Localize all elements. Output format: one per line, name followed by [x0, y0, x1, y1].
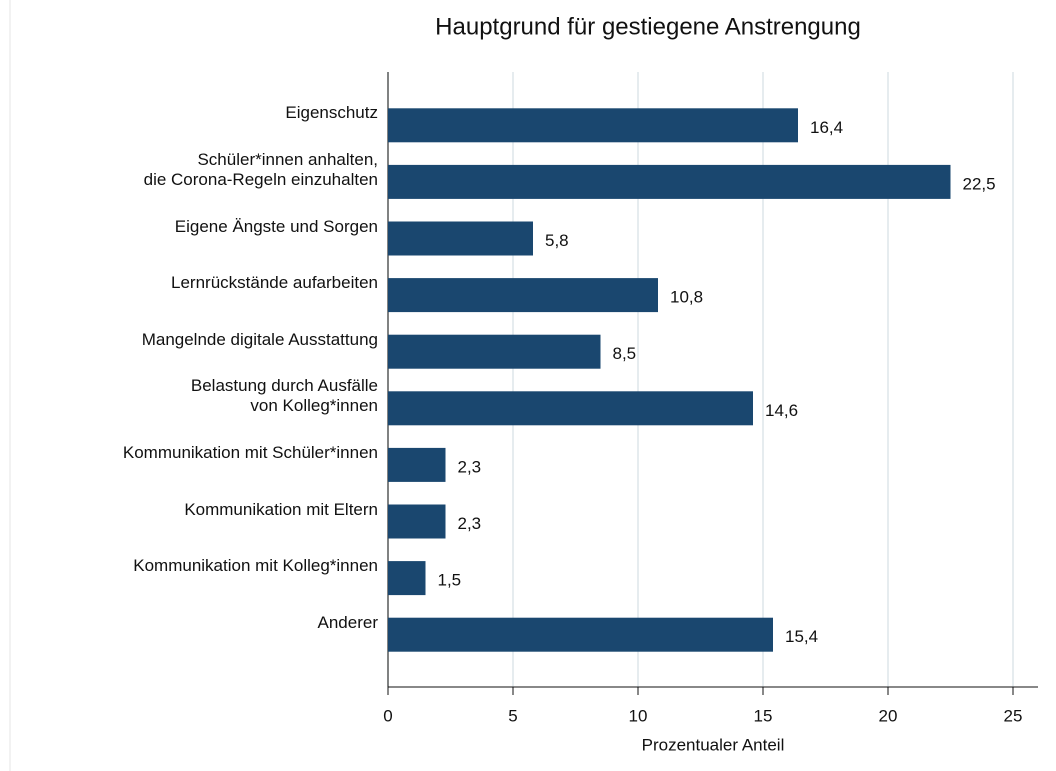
value-label: 15,4 [785, 627, 818, 646]
y-tick-label: Eigene Ängste und Sorgen [174, 216, 378, 236]
x-tick-label: 20 [879, 706, 898, 725]
x-axis-label: Prozentualer Anteil [642, 735, 785, 754]
bar [388, 504, 446, 539]
bar [388, 334, 601, 369]
y-tick-label: Kommunikation mit Eltern [184, 499, 378, 519]
value-label: 1,5 [438, 571, 462, 590]
bar [388, 617, 773, 652]
value-label: 5,8 [545, 231, 569, 250]
y-tick-label: Anderer [317, 612, 378, 632]
bar [388, 391, 753, 426]
bar [388, 561, 426, 596]
value-label: 2,3 [458, 457, 482, 476]
y-tick-label: Eigenschutz [285, 103, 378, 123]
y-tick-label: Kommunikation mit Schüler*innen [122, 442, 378, 462]
y-tick-label: Schüler*innen anhalten, die Corona-Regel… [143, 149, 378, 189]
bar [388, 221, 533, 256]
value-label: 8,5 [613, 344, 637, 363]
x-tick-label: 0 [383, 706, 392, 725]
value-label: 22,5 [963, 174, 996, 193]
value-label: 16,4 [810, 118, 843, 137]
bar [388, 164, 951, 199]
x-tick-label: 5 [508, 706, 517, 725]
x-tick-label: 10 [629, 706, 648, 725]
value-label: 14,6 [765, 401, 798, 420]
y-tick-label: Mangelnde digitale Ausstattung [141, 329, 378, 349]
bar [388, 447, 446, 482]
x-tick-label: 15 [754, 706, 773, 725]
value-label: 2,3 [458, 514, 482, 533]
value-label: 10,8 [670, 288, 703, 307]
chart-title: Hauptgrund für gestiegene Anstrengung [435, 13, 861, 40]
y-tick-label: Lernrückstände aufarbeiten [171, 273, 378, 293]
bar [388, 278, 658, 313]
y-tick-label: Belastung durch Ausfälle von Kolleg*inne… [190, 376, 378, 416]
bar [388, 108, 798, 143]
x-tick-label: 25 [1004, 706, 1023, 725]
y-tick-label: Kommunikation mit Kolleg*innen [133, 556, 378, 576]
